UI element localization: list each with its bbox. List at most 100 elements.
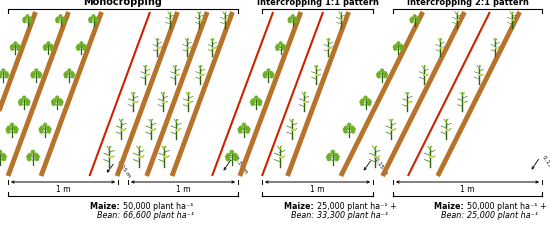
Circle shape (27, 100, 30, 103)
Circle shape (295, 20, 297, 23)
Circle shape (336, 155, 339, 158)
Text: Maize:: Maize: (434, 202, 467, 211)
Circle shape (267, 69, 270, 72)
Circle shape (53, 99, 56, 102)
Circle shape (92, 15, 95, 17)
Circle shape (47, 42, 50, 44)
Circle shape (47, 130, 51, 133)
Circle shape (3, 155, 6, 158)
Circle shape (234, 158, 238, 161)
Text: 1 m: 1 m (56, 185, 70, 194)
Text: Bean:: Bean: (441, 211, 467, 220)
Circle shape (59, 15, 62, 17)
Circle shape (45, 44, 47, 47)
Circle shape (63, 18, 65, 21)
Circle shape (78, 44, 80, 47)
Circle shape (343, 128, 346, 131)
Circle shape (90, 17, 92, 20)
Text: 25,000 plant ha⁻¹: 25,000 plant ha⁻¹ (467, 211, 538, 220)
Circle shape (368, 102, 371, 106)
Circle shape (17, 48, 20, 50)
Circle shape (62, 20, 65, 23)
Circle shape (2, 158, 6, 161)
Circle shape (289, 20, 291, 23)
Circle shape (52, 102, 55, 106)
Circle shape (264, 72, 267, 74)
Circle shape (226, 155, 229, 158)
Circle shape (23, 18, 25, 21)
Circle shape (64, 73, 67, 76)
Circle shape (47, 126, 49, 129)
Circle shape (377, 73, 380, 76)
Circle shape (401, 46, 404, 48)
Circle shape (282, 44, 284, 47)
Circle shape (83, 48, 86, 50)
Circle shape (270, 72, 273, 74)
Circle shape (59, 99, 62, 102)
Circle shape (416, 20, 419, 23)
Circle shape (7, 130, 10, 133)
Circle shape (292, 15, 294, 17)
Circle shape (50, 48, 53, 50)
Circle shape (2, 154, 5, 157)
Circle shape (410, 20, 413, 23)
Circle shape (11, 48, 14, 50)
Circle shape (271, 73, 274, 76)
Text: 25,000 plant ha⁻¹ +: 25,000 plant ha⁻¹ + (317, 202, 397, 211)
Circle shape (14, 130, 18, 133)
Circle shape (39, 75, 41, 78)
Circle shape (397, 42, 400, 44)
Text: 1 m: 1 m (176, 185, 190, 194)
Circle shape (71, 72, 74, 74)
Circle shape (2, 69, 5, 72)
Text: 50,000 plant ha⁻¹: 50,000 plant ha⁻¹ (123, 202, 194, 211)
Circle shape (352, 128, 355, 131)
Circle shape (384, 73, 387, 76)
Circle shape (252, 99, 255, 102)
Circle shape (351, 130, 355, 133)
Circle shape (351, 126, 354, 129)
Circle shape (394, 48, 397, 50)
Circle shape (243, 123, 245, 126)
Circle shape (39, 128, 42, 131)
Circle shape (23, 20, 26, 23)
Circle shape (410, 18, 412, 21)
Circle shape (77, 48, 80, 50)
Circle shape (10, 123, 14, 126)
Circle shape (383, 72, 386, 74)
Circle shape (255, 96, 258, 99)
Circle shape (14, 42, 16, 44)
Circle shape (26, 15, 29, 17)
Circle shape (239, 130, 242, 133)
Circle shape (0, 75, 1, 78)
Circle shape (84, 46, 86, 48)
Circle shape (288, 18, 290, 21)
Circle shape (28, 158, 31, 161)
Circle shape (283, 46, 285, 48)
Circle shape (6, 128, 9, 131)
Circle shape (6, 75, 8, 78)
Circle shape (295, 18, 298, 21)
Circle shape (381, 69, 383, 72)
Circle shape (68, 69, 71, 72)
Circle shape (39, 73, 42, 76)
Circle shape (52, 100, 54, 103)
Circle shape (50, 44, 52, 47)
Circle shape (258, 99, 261, 102)
Circle shape (271, 75, 273, 78)
Circle shape (29, 17, 31, 20)
Text: 0.15 m: 0.15 m (373, 157, 388, 176)
Circle shape (26, 102, 29, 106)
Circle shape (384, 75, 387, 78)
Circle shape (0, 72, 2, 74)
Circle shape (43, 123, 47, 126)
Text: Maize:: Maize: (91, 202, 123, 211)
Text: Maize:: Maize: (284, 202, 317, 211)
Circle shape (14, 126, 16, 129)
Circle shape (19, 102, 22, 106)
Circle shape (360, 100, 363, 103)
Circle shape (245, 126, 249, 129)
Circle shape (283, 48, 285, 50)
Circle shape (276, 48, 279, 50)
Circle shape (364, 96, 367, 99)
